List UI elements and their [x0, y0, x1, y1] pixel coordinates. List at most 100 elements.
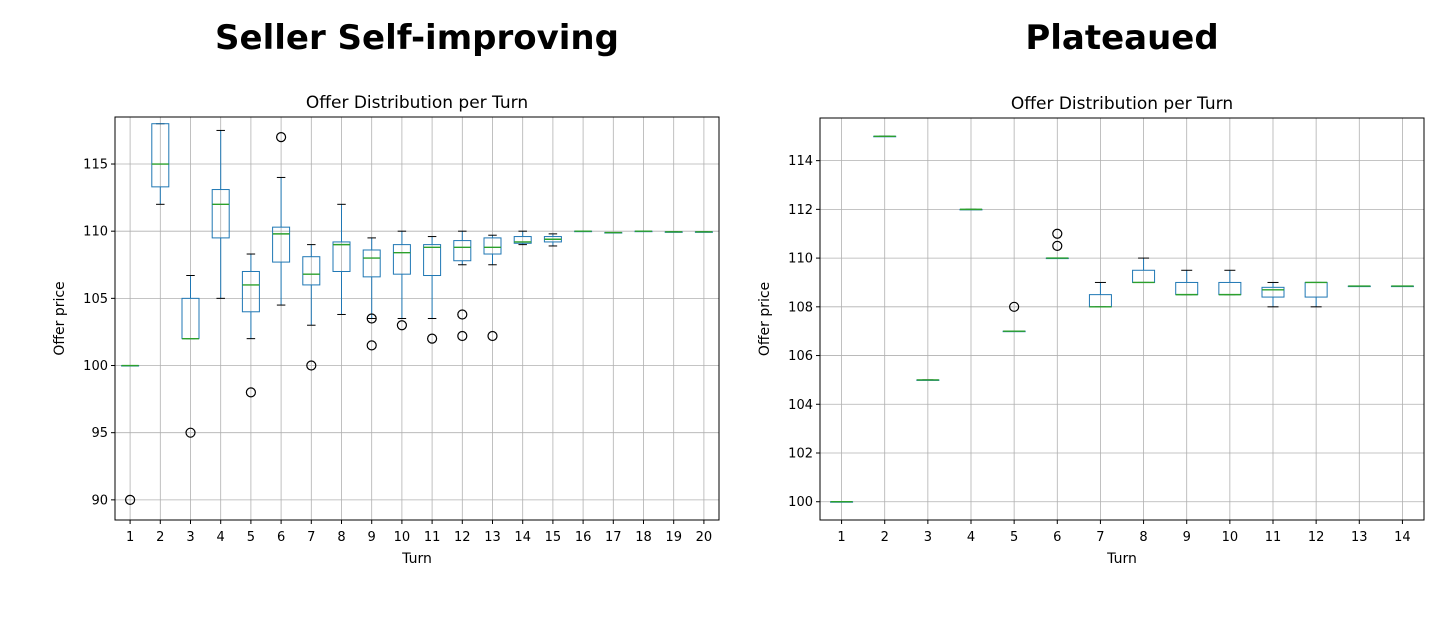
chart-title: Offer Distribution per Turn: [1011, 94, 1233, 114]
x-tick-label: 17: [605, 530, 622, 545]
panel-heading-right: Plateaued: [1025, 18, 1219, 58]
x-tick-label: 7: [307, 530, 315, 545]
x-tick-label: 12: [1308, 530, 1325, 545]
box-iqr: [483, 237, 502, 255]
outlier-point: [125, 494, 136, 505]
x-tick-label: 5: [1010, 530, 1018, 545]
x-tick-label: 19: [665, 530, 682, 545]
x-tick-label: 6: [1053, 530, 1061, 545]
box-turn-7: [302, 244, 321, 371]
x-tick-label: 9: [368, 530, 376, 545]
outlier-point: [276, 132, 287, 143]
box-iqr: [272, 226, 291, 263]
y-axis-label: Offer price: [52, 281, 68, 355]
x-tick-label: 20: [696, 530, 713, 545]
x-tick-label: 5: [247, 530, 255, 545]
box-turn-14: [1390, 285, 1414, 288]
box-turn-2: [873, 135, 897, 138]
box-turn-17: [604, 231, 623, 234]
box-turn-5: [241, 253, 260, 398]
chart-title: Offer Distribution per Turn: [306, 93, 528, 113]
y-tick-label: 95: [91, 426, 108, 441]
x-tick-label: 15: [545, 530, 562, 545]
box-turn-1: [121, 364, 140, 505]
x-tick-label: 13: [1351, 530, 1368, 545]
x-tick-label: 14: [514, 530, 531, 545]
box-iqr: [211, 189, 230, 239]
x-tick-label: 13: [484, 530, 501, 545]
y-tick-label: 104: [788, 398, 813, 413]
y-tick-label: 112: [788, 203, 813, 218]
box-turn-9: [362, 237, 381, 351]
outlier-point: [1009, 301, 1020, 312]
box-iqr: [513, 236, 532, 244]
box-turn-7: [1088, 281, 1112, 308]
box-turn-2: [151, 123, 170, 205]
box-iqr: [423, 244, 442, 277]
x-tick-label: 2: [156, 530, 164, 545]
outlier-point: [185, 427, 196, 438]
x-tick-label: 10: [394, 530, 411, 545]
box-turn-11: [1261, 281, 1285, 308]
box-iqr: [151, 123, 170, 188]
x-tick-label: 10: [1222, 530, 1239, 545]
box-turn-14: [513, 230, 532, 246]
box-turn-6: [272, 132, 291, 306]
x-tick-label: 4: [967, 530, 975, 545]
outlier-point: [427, 333, 438, 344]
y-tick-label: 102: [788, 447, 813, 462]
box-turn-3: [181, 275, 200, 438]
box-turn-13: [483, 234, 502, 342]
x-tick-label: 14: [1394, 530, 1411, 545]
box-turn-4: [211, 129, 230, 299]
box-turn-5: [1002, 301, 1026, 333]
y-tick-label: 100: [83, 359, 108, 374]
outlier-point: [487, 330, 498, 342]
y-axis-label: Offer price: [757, 282, 773, 356]
box-turn-8: [332, 203, 351, 315]
x-tick-label: 3: [924, 530, 932, 545]
x-tick-label: 16: [575, 530, 592, 545]
y-tick-label: 110: [83, 225, 108, 240]
box-turn-18: [634, 230, 653, 233]
plot-frame: [819, 117, 1425, 521]
box-turn-3: [916, 379, 940, 381]
y-tick-label: 114: [788, 154, 813, 169]
outlier-point: [1052, 228, 1063, 239]
x-tick-label: 8: [1139, 530, 1147, 545]
box-turn-11: [423, 236, 442, 344]
y-tick-label: 108: [788, 300, 813, 315]
x-tick-label: 18: [635, 530, 652, 545]
box-turn-4: [959, 208, 983, 211]
box-turn-12: [1304, 281, 1328, 308]
y-tick-label: 90: [91, 493, 108, 508]
x-tick-label: 8: [337, 530, 345, 545]
box-turn-1: [830, 501, 854, 503]
x-tick-label: 2: [881, 530, 889, 545]
outlier-point: [396, 320, 407, 331]
outlier-point: [457, 330, 468, 342]
box-turn-10: [1218, 269, 1242, 296]
plot-frame: [114, 116, 720, 521]
box-iqr: [332, 241, 351, 272]
x-tick-label: 4: [217, 530, 225, 545]
box-turn-6: [1045, 228, 1069, 260]
x-tick-label: 7: [1096, 530, 1104, 545]
box-turn-16: [574, 230, 593, 233]
x-axis-label: Turn: [401, 551, 432, 567]
outlier-point: [366, 313, 377, 324]
x-tick-label: 9: [1183, 530, 1191, 545]
box-iqr: [241, 270, 260, 313]
x-tick-label: 1: [126, 530, 134, 545]
outlier-point: [306, 360, 317, 371]
x-tick-label: 12: [454, 530, 471, 545]
x-tick-label: 6: [277, 530, 285, 545]
box-turn-9: [1175, 269, 1199, 296]
outlier-point: [1052, 240, 1063, 252]
box-turn-15: [543, 233, 562, 247]
box-iqr: [453, 240, 472, 262]
y-tick-label: 106: [788, 349, 813, 364]
